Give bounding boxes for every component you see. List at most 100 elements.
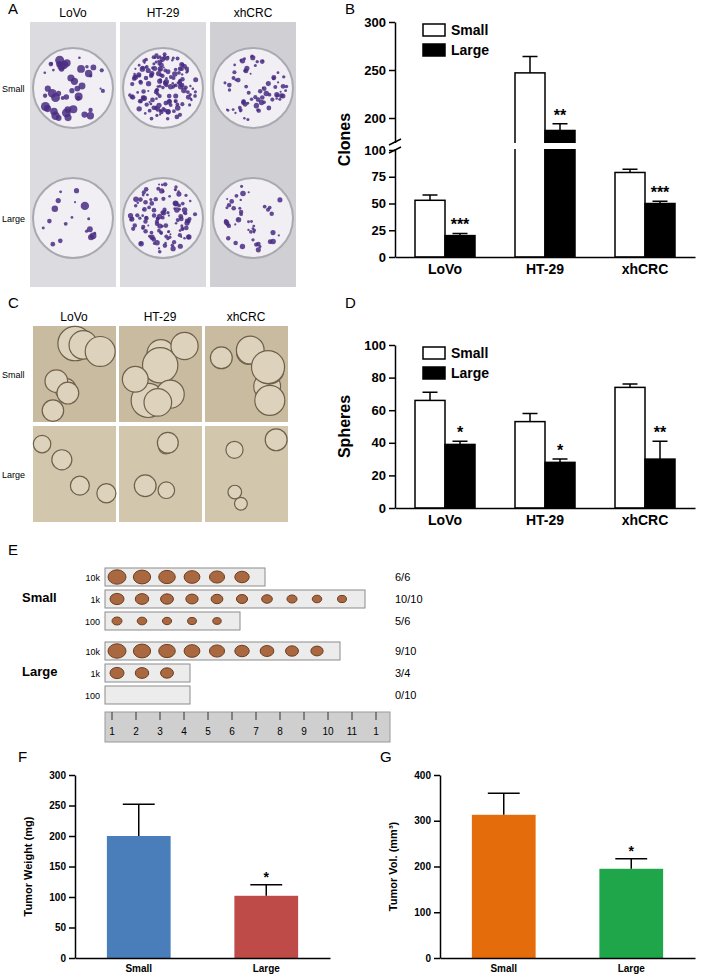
sphere [226, 441, 243, 458]
colony [249, 230, 253, 234]
significance: ** [654, 424, 667, 441]
colony [133, 223, 137, 227]
tumor [135, 668, 148, 679]
tumor-box [105, 642, 340, 660]
x-tick: LoVo [428, 508, 462, 528]
sphere [158, 482, 175, 499]
colony [227, 83, 232, 88]
figure: ALoVoHT-29xhCRCSmallLargeCLoVoHT-29xhCRC… [0, 0, 703, 979]
colony [156, 89, 158, 91]
colony [138, 216, 141, 219]
panel-label: G [380, 748, 392, 765]
bar [445, 236, 475, 257]
colony [167, 94, 172, 99]
plot-area [415, 57, 675, 257]
colony [81, 202, 89, 210]
y-tick: 300 [49, 770, 75, 781]
colony [257, 108, 261, 112]
colony [163, 182, 167, 186]
colony [166, 69, 171, 74]
tumor [209, 571, 224, 583]
axis-break-mark [389, 139, 401, 145]
colony [186, 235, 190, 239]
y-axis-title: Tumor Vol. (mm³) [387, 821, 399, 911]
colony [74, 201, 76, 203]
colony [157, 62, 160, 65]
y-tick-label: 0 [379, 501, 386, 516]
colony [150, 231, 154, 235]
colony [233, 64, 236, 67]
colony [163, 81, 168, 86]
error-bar [123, 804, 155, 836]
colony [244, 66, 249, 71]
colony [77, 65, 85, 73]
y-tick: 50 [372, 196, 395, 211]
colony [134, 75, 137, 78]
dose-label: 10k [85, 573, 100, 583]
sphere [210, 347, 232, 369]
colony [141, 225, 145, 229]
tumor [162, 617, 171, 624]
colony [178, 233, 182, 237]
colony [139, 80, 143, 84]
x-tick-label: Large [618, 963, 646, 974]
error-bar [453, 441, 468, 444]
colony [180, 102, 184, 106]
colony [171, 244, 174, 247]
colony [174, 99, 178, 103]
colony [138, 197, 143, 202]
colony [246, 118, 249, 121]
y-tick-label: 60 [372, 403, 386, 418]
row-label: Small [2, 370, 25, 380]
colony [55, 56, 64, 65]
chart-panel: D****020406080100LoVoHT-29xhCRCSpheresSm… [336, 294, 696, 528]
colony [142, 207, 147, 212]
colony [177, 71, 181, 75]
y-tick: 100 [414, 907, 440, 918]
y-tick: 0 [60, 953, 75, 964]
sphere [97, 484, 116, 503]
colony [277, 81, 279, 83]
colony [252, 228, 256, 232]
colony [262, 86, 267, 91]
colony [188, 103, 191, 106]
error-bar [523, 57, 538, 73]
ruler-label: 1 [373, 726, 379, 737]
sphere [252, 351, 285, 384]
colony [159, 188, 164, 193]
colony [144, 216, 148, 220]
chart-panel: B********0255075100200250300LoVoHT-29xhC… [336, 0, 696, 277]
error-bar [423, 392, 438, 400]
ruler-tick [328, 712, 329, 720]
colony [254, 103, 260, 109]
colony [236, 78, 241, 83]
y-tick-label: 75 [372, 169, 386, 184]
y-tick-label: 25 [372, 223, 386, 238]
tumor [235, 571, 249, 583]
colony [161, 197, 165, 201]
tumor [137, 617, 147, 625]
x-tick-label: HT-29 [526, 261, 564, 277]
colony [52, 205, 58, 211]
bar [415, 400, 445, 508]
tumor [161, 668, 174, 678]
colony [189, 85, 191, 87]
y-tick-label: 200 [364, 111, 386, 126]
colony [144, 76, 149, 81]
colony [181, 202, 185, 206]
sphere [255, 385, 285, 415]
colony [141, 95, 146, 100]
y-axis: 0255075100200250300 [364, 15, 395, 265]
photo [120, 22, 206, 287]
colony [139, 99, 142, 102]
ruler-tick [136, 712, 137, 720]
ruler-label: 9 [301, 726, 307, 737]
x-axis-line [396, 508, 696, 510]
colony [169, 75, 173, 79]
photo [33, 426, 116, 522]
sphere [42, 400, 63, 421]
colony [156, 217, 160, 221]
dose-label: 100 [85, 691, 100, 701]
colony [87, 217, 90, 220]
colony [51, 112, 59, 120]
